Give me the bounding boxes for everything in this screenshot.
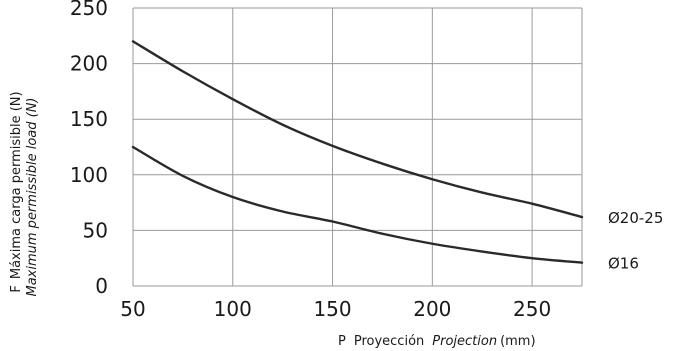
x-axis-title: P Proyección Projection (mm): [338, 334, 536, 349]
x-tick-label: 150: [313, 297, 351, 321]
series-label: Ø20-25: [608, 209, 663, 227]
x-axis-title-italic: Projection: [432, 334, 497, 349]
x-tick-label: 100: [214, 297, 252, 321]
series-line-20-25: [131, 40, 584, 219]
x-tick-label: 250: [513, 297, 551, 321]
grid: [132, 7, 583, 287]
y-tick-label: 0: [95, 274, 108, 298]
y-tick-label: 200: [70, 52, 108, 76]
x-axis-title-main: Proyección: [354, 334, 424, 349]
series-label: Ø16: [608, 255, 639, 273]
y-tick-label: 250: [70, 0, 108, 20]
y-axis-prefix: F: [9, 285, 24, 292]
y-tick-label: 150: [70, 107, 108, 131]
y-axis-title-main: Máxima carga permisible (N): [9, 91, 24, 279]
series-line-16: [131, 145, 584, 264]
tick-labels: 50 100 150 200 250 0 50 100 150 200 250: [70, 0, 551, 321]
x-axis-unit: (mm): [500, 334, 535, 349]
curves: [131, 40, 584, 264]
y-axis-title: F Máxima carga permisible (N): [9, 91, 24, 292]
series-labels: Ø20-25 Ø16: [608, 209, 663, 273]
y-tick-label: 50: [83, 218, 108, 242]
x-tick-label: 50: [120, 297, 145, 321]
y-tick-label: 100: [70, 163, 108, 187]
x-tick-label: 200: [413, 297, 451, 321]
x-axis-prefix: P: [338, 334, 346, 349]
y-axis-title-italic: Maximum permissible load (N): [25, 98, 40, 297]
